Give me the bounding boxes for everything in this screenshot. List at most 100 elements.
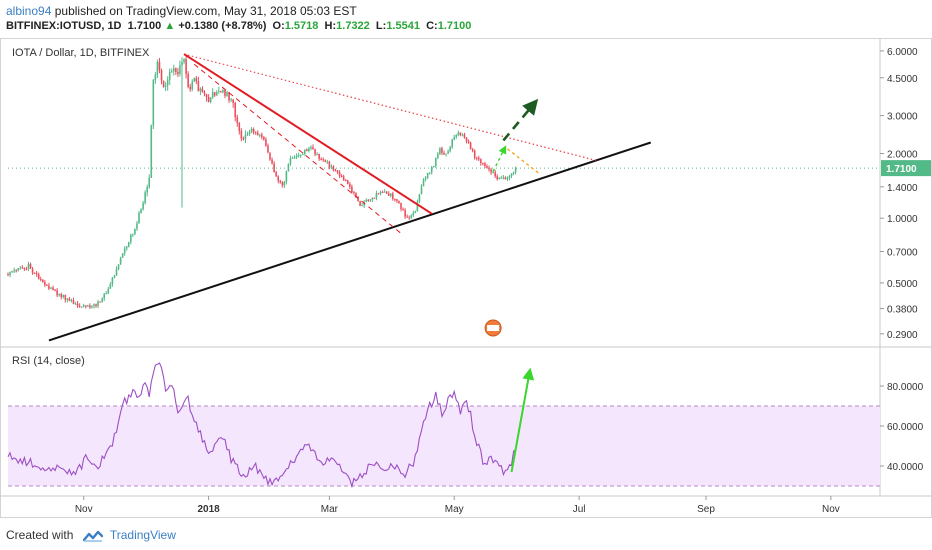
candle-body	[346, 180, 349, 184]
candle-body	[50, 287, 52, 289]
small-up-arrow[interactable]	[492, 145, 507, 172]
candle-body	[236, 117, 239, 124]
time-tick-label: 2018	[197, 504, 220, 515]
candle-body	[449, 147, 451, 152]
candle-body	[265, 139, 267, 146]
rsi-pane: RSI (14, close) 80.0000 60.0000 40.0000	[7, 355, 924, 489]
candle-body	[119, 257, 122, 265]
open-value: 1.5718	[284, 20, 319, 32]
candle-body	[383, 191, 386, 193]
candle-body	[72, 300, 75, 305]
time-tick-label: Nov	[75, 504, 93, 515]
candle-body	[218, 91, 220, 93]
candle-body	[283, 181, 286, 186]
candle-body	[381, 192, 384, 194]
candle-body	[281, 182, 284, 186]
candle-body	[459, 132, 462, 135]
candle-body	[441, 148, 443, 153]
candle-body	[463, 134, 466, 138]
tradingview-brand[interactable]: TradingView	[109, 528, 176, 542]
time-tick-label: Jul	[573, 504, 586, 515]
resistance-trendline[interactable]	[183, 53, 433, 215]
candle-body	[64, 294, 67, 300]
candle-body	[258, 134, 261, 136]
published-text: published on TradingView.com, May 31, 20…	[54, 4, 357, 18]
time-axis[interactable]: Nov 2018 Mar May Jul Sep Nov	[0, 495, 932, 515]
candle-body	[242, 138, 245, 140]
candle-body	[250, 129, 253, 132]
candle-body	[130, 234, 132, 243]
candle-body	[197, 81, 200, 91]
candle-body	[248, 131, 251, 134]
candle-body	[134, 228, 136, 234]
candle-body	[447, 151, 449, 154]
candle-body	[361, 205, 363, 207]
candle-body	[89, 305, 91, 308]
candle-body	[31, 268, 34, 273]
candle-body	[222, 90, 224, 93]
candle-body	[168, 71, 171, 80]
candle-body	[512, 171, 515, 174]
candle-body	[312, 147, 314, 149]
candle-body	[484, 163, 486, 167]
author-link[interactable]: albino94	[6, 4, 52, 18]
candle-body	[435, 157, 437, 167]
candle-body	[39, 279, 42, 281]
candle-body	[359, 201, 361, 206]
candle-body	[136, 223, 138, 229]
candle-body	[420, 186, 423, 195]
candle-body	[334, 170, 337, 172]
candle-body	[193, 78, 196, 82]
candle-body	[19, 267, 22, 269]
candle-body	[164, 85, 167, 87]
candle-body	[514, 168, 517, 172]
candle-body	[414, 211, 417, 214]
footer: Created with TradingView	[0, 518, 932, 550]
breakout-arrow[interactable]	[502, 98, 539, 142]
candle-body	[240, 131, 243, 139]
candle-body	[443, 152, 445, 155]
rsi-up-arrow[interactable]	[510, 367, 535, 473]
time-tick-label: May	[445, 504, 464, 515]
candle-body	[301, 153, 304, 155]
candle-body	[406, 216, 408, 218]
candle-body	[97, 301, 99, 306]
candle-body	[402, 209, 404, 211]
candle-body	[408, 217, 411, 219]
support-trendline[interactable]	[48, 141, 652, 342]
candle-body	[37, 274, 40, 280]
rsi-line	[7, 362, 516, 489]
candle-body	[289, 158, 292, 164]
candle-body	[369, 199, 372, 201]
candle-body	[326, 161, 329, 163]
candle-body	[328, 161, 331, 168]
candle-body	[490, 169, 492, 173]
candle-body	[308, 148, 310, 151]
candle-body	[60, 294, 63, 297]
candle-body	[48, 285, 50, 289]
candle-body	[226, 92, 228, 96]
candle-body	[78, 305, 81, 307]
chart-canvas[interactable]: 6.0000 4.5000 3.0000 2.0000 1.4000 1.0000 0.70…	[0, 38, 932, 518]
candle-body	[385, 191, 388, 194]
candle-body	[488, 167, 490, 170]
candle-body	[269, 152, 271, 160]
candle-body	[162, 80, 165, 87]
candle-body	[316, 153, 318, 155]
candle-body	[424, 177, 427, 180]
pullback-path[interactable]	[507, 148, 541, 175]
candle-body	[357, 197, 359, 202]
candle-body	[70, 300, 73, 302]
candle-body	[453, 137, 456, 140]
candle-body	[195, 78, 198, 82]
candle-body	[273, 163, 275, 173]
candle-body	[41, 279, 44, 282]
candle-body	[299, 154, 302, 156]
candle-body	[95, 304, 97, 306]
candle-body	[25, 268, 28, 270]
price-tick-label: 3.0000	[887, 112, 918, 123]
candle-body	[457, 132, 460, 135]
price-tick-label: 0.7000	[887, 248, 918, 259]
price-tick-label: 1.0000	[887, 214, 918, 225]
candle-body	[473, 150, 476, 158]
